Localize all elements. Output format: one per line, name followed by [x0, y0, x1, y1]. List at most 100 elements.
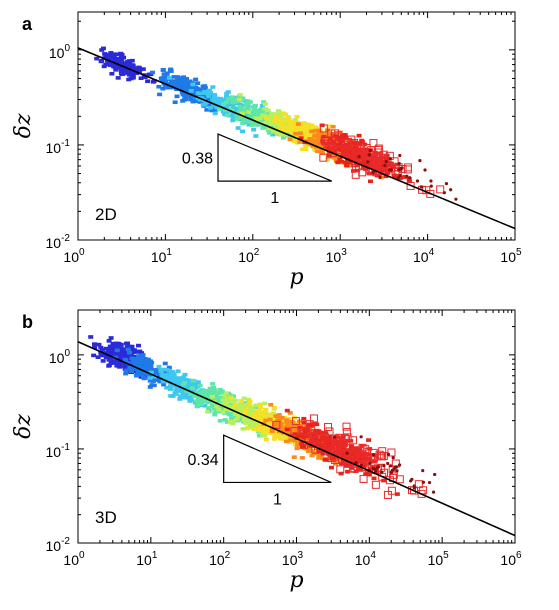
data-point — [298, 136, 304, 140]
data-point — [268, 122, 274, 127]
data-point — [294, 114, 300, 119]
data-point — [273, 423, 279, 427]
data-point-square — [349, 448, 358, 457]
data-point — [102, 52, 108, 56]
data-point — [310, 144, 316, 148]
data-point — [162, 85, 168, 90]
data-point — [168, 67, 174, 72]
data-point — [223, 402, 229, 407]
data-point — [260, 414, 266, 419]
data-point-square — [309, 433, 318, 442]
data-point — [124, 62, 130, 66]
data-point — [175, 383, 181, 388]
data-point — [286, 431, 292, 435]
data-point — [262, 107, 268, 111]
data-point — [157, 92, 163, 97]
data-point — [181, 391, 187, 395]
data-point — [309, 453, 315, 458]
data-point — [258, 417, 264, 422]
data-point — [206, 400, 212, 405]
data-point — [135, 350, 141, 354]
y-tick-label: 100 — [49, 43, 71, 61]
data-point — [307, 126, 313, 130]
data-point-square — [291, 417, 300, 426]
data-point — [209, 108, 215, 113]
data-point — [397, 463, 402, 467]
data-point — [238, 399, 244, 403]
data-point — [284, 420, 290, 425]
data-point — [212, 100, 218, 104]
data-point — [224, 104, 230, 109]
power-law-fit-line — [78, 340, 515, 537]
data-point — [230, 118, 236, 123]
y-tick-label: 10-2 — [46, 536, 71, 554]
data-point — [246, 413, 252, 418]
data-point — [174, 386, 180, 391]
data-point-square — [407, 486, 416, 495]
data-point — [331, 136, 337, 141]
data-point — [234, 417, 240, 422]
data-point — [126, 59, 132, 63]
data-point-square — [344, 444, 353, 453]
data-point — [418, 158, 422, 163]
data-point — [380, 470, 384, 474]
data-point — [210, 85, 216, 89]
data-point — [123, 358, 129, 362]
data-point — [262, 434, 268, 438]
data-point — [221, 109, 227, 114]
data-point — [260, 126, 266, 130]
data-cluster-9 — [357, 148, 458, 201]
data-point — [175, 369, 181, 374]
data-point — [273, 123, 279, 127]
data-point — [113, 68, 119, 72]
data-point — [415, 179, 420, 183]
data-point — [123, 364, 129, 369]
slope-label-vertical: 0.38 — [182, 151, 213, 168]
data-point — [230, 399, 236, 404]
data-point — [140, 367, 146, 372]
data-point — [119, 61, 125, 66]
data-point — [226, 98, 232, 103]
data-point-square — [379, 155, 388, 164]
data-point — [298, 424, 304, 428]
data-point — [172, 380, 178, 384]
chart-panel-b: 0.34 1 100 101 102 103 104 105 106 10-2 10-1 100 p δz… — [11, 309, 522, 593]
data-point — [361, 158, 367, 163]
data-point — [147, 376, 153, 380]
data-point — [110, 358, 116, 363]
data-point — [247, 399, 253, 404]
data-point — [248, 113, 254, 118]
data-point — [220, 410, 226, 414]
data-point — [180, 375, 186, 380]
data-point — [408, 176, 412, 180]
data-point — [166, 365, 172, 370]
data-point — [272, 117, 278, 122]
data-point — [250, 422, 256, 426]
data-point — [282, 128, 288, 132]
data-point — [145, 79, 151, 84]
data-point — [272, 434, 278, 439]
data-point — [114, 351, 120, 356]
data-point-square — [375, 148, 384, 157]
data-point — [324, 157, 330, 162]
data-point — [230, 100, 236, 105]
data-point — [253, 419, 259, 424]
data-point — [237, 102, 243, 107]
data-point — [136, 371, 142, 375]
data-point — [106, 358, 112, 362]
data-point — [118, 58, 124, 62]
data-point — [205, 389, 211, 393]
data-point — [312, 133, 318, 137]
data-point — [98, 59, 104, 64]
data-point — [129, 369, 135, 374]
data-point — [136, 354, 142, 358]
y-tick-label: 10-1 — [46, 138, 71, 156]
data-point — [187, 398, 193, 402]
data-point-square — [371, 480, 380, 489]
data-point — [290, 426, 296, 431]
data-point — [272, 120, 278, 124]
data-point — [190, 82, 196, 87]
y-tick-label: 10-2 — [46, 233, 71, 251]
data-point — [253, 120, 259, 125]
